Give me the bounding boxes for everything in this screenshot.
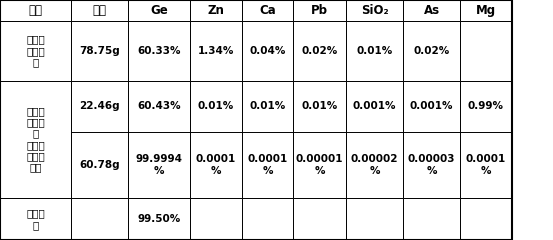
Bar bbox=[346, 81, 403, 198]
Text: SiO₂: SiO₂ bbox=[361, 4, 388, 17]
Text: 99.9994
%: 99.9994 % bbox=[135, 154, 182, 176]
Bar bbox=[293, 21, 346, 81]
Bar bbox=[460, 198, 512, 240]
Text: 0.0001
%: 0.0001 % bbox=[196, 154, 236, 176]
Bar bbox=[403, 21, 460, 81]
Text: 78.75g: 78.75g bbox=[79, 46, 119, 56]
Bar bbox=[403, 198, 460, 240]
Text: 0.01%: 0.01% bbox=[249, 102, 285, 111]
Bar bbox=[0, 21, 71, 81]
Bar bbox=[403, 0, 460, 21]
Text: 0.02%: 0.02% bbox=[414, 46, 450, 56]
Text: 0.0001
%: 0.0001 % bbox=[466, 154, 506, 176]
Text: Ca: Ca bbox=[259, 4, 276, 17]
Text: 0.02%: 0.02% bbox=[301, 46, 338, 56]
Text: Ge: Ge bbox=[150, 4, 168, 17]
Text: 22.46g: 22.46g bbox=[79, 102, 119, 111]
Text: Pb: Pb bbox=[311, 4, 328, 17]
Text: Mg: Mg bbox=[476, 4, 496, 17]
Bar bbox=[242, 81, 293, 198]
Bar bbox=[460, 81, 512, 198]
Bar bbox=[293, 81, 346, 198]
Text: 0.01%: 0.01% bbox=[198, 102, 234, 111]
Text: 0.04%: 0.04% bbox=[249, 46, 285, 56]
Bar bbox=[128, 198, 190, 240]
Text: 0.00002
%: 0.00002 % bbox=[351, 154, 398, 176]
Bar bbox=[346, 0, 403, 21]
Text: 0.001%: 0.001% bbox=[353, 102, 397, 111]
Bar bbox=[190, 21, 242, 81]
Bar bbox=[190, 0, 242, 21]
Bar bbox=[403, 81, 460, 198]
Bar bbox=[0, 198, 71, 240]
Bar bbox=[0, 81, 71, 198]
Text: 60.43%: 60.43% bbox=[137, 102, 181, 111]
Bar bbox=[128, 21, 190, 81]
Bar bbox=[128, 81, 190, 198]
Bar bbox=[71, 21, 128, 81]
Text: 第二粗
二氧化
锗
高纯二
氧化锗
产品: 第二粗 二氧化 锗 高纯二 氧化锗 产品 bbox=[26, 106, 45, 172]
Text: Zn: Zn bbox=[207, 4, 225, 17]
Bar bbox=[242, 0, 293, 21]
Bar bbox=[242, 198, 293, 240]
Bar bbox=[242, 21, 293, 81]
Bar bbox=[71, 198, 128, 240]
Text: 0.99%: 0.99% bbox=[468, 102, 504, 111]
Bar bbox=[293, 198, 346, 240]
Bar bbox=[190, 81, 242, 198]
Text: 0.01%: 0.01% bbox=[301, 102, 338, 111]
Text: 0.00003
%: 0.00003 % bbox=[408, 154, 455, 176]
Text: 60.78g: 60.78g bbox=[79, 160, 119, 170]
Bar bbox=[293, 0, 346, 21]
Bar bbox=[0, 0, 71, 21]
Bar bbox=[71, 0, 128, 21]
Text: 99.50%: 99.50% bbox=[137, 214, 181, 224]
Bar bbox=[460, 0, 512, 21]
Bar bbox=[460, 21, 512, 81]
Text: 0.00001
%: 0.00001 % bbox=[296, 154, 343, 176]
Bar bbox=[128, 0, 190, 21]
Text: 1.34%: 1.34% bbox=[198, 46, 234, 56]
Text: 0.01%: 0.01% bbox=[357, 46, 393, 56]
Text: As: As bbox=[424, 4, 440, 17]
Text: 重量: 重量 bbox=[92, 4, 106, 17]
Bar bbox=[190, 198, 242, 240]
Text: 0.001%: 0.001% bbox=[410, 102, 453, 111]
Text: 锗回收
率: 锗回收 率 bbox=[26, 208, 45, 230]
Bar bbox=[346, 21, 403, 81]
Text: 0.0001
%: 0.0001 % bbox=[247, 154, 288, 176]
Bar bbox=[346, 198, 403, 240]
Text: 目录: 目录 bbox=[28, 4, 43, 17]
Text: 60.33%: 60.33% bbox=[137, 46, 181, 56]
Bar bbox=[71, 81, 128, 198]
Text: 第一粗
二氧化
锗: 第一粗 二氧化 锗 bbox=[26, 34, 45, 67]
